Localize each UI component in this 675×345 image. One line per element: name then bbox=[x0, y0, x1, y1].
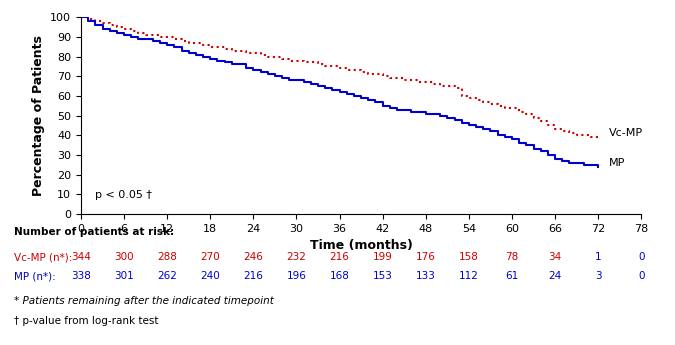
Text: * Patients remaining after the indicated timepoint: * Patients remaining after the indicated… bbox=[14, 296, 273, 306]
Vc-MP bbox=[335, 66, 344, 70]
Text: MP: MP bbox=[609, 158, 625, 168]
Vc-MP bbox=[508, 106, 516, 110]
Text: 0: 0 bbox=[638, 253, 645, 263]
Line: Vc-MP: Vc-MP bbox=[81, 17, 598, 139]
Vc-MP bbox=[249, 51, 257, 55]
Text: 112: 112 bbox=[459, 272, 479, 282]
Text: 133: 133 bbox=[416, 272, 435, 282]
Text: 176: 176 bbox=[416, 253, 435, 263]
MP bbox=[192, 52, 200, 57]
Text: Number of patients at risk:: Number of patients at risk: bbox=[14, 227, 173, 237]
Text: 61: 61 bbox=[506, 272, 518, 282]
Text: 216: 216 bbox=[244, 272, 263, 282]
Text: 246: 246 bbox=[244, 253, 263, 263]
X-axis label: Time (months): Time (months) bbox=[310, 239, 412, 252]
Text: 24: 24 bbox=[548, 272, 562, 282]
MP bbox=[335, 90, 344, 94]
Vc-MP bbox=[544, 123, 552, 127]
MP bbox=[594, 165, 602, 169]
Text: Vc-MP (n*):: Vc-MP (n*): bbox=[14, 253, 72, 263]
Vc-MP bbox=[594, 137, 602, 141]
Y-axis label: Percentage of Patients: Percentage of Patients bbox=[32, 35, 45, 196]
MP bbox=[522, 143, 531, 147]
Text: † p-value from log-rank test: † p-value from log-rank test bbox=[14, 316, 158, 326]
Text: 168: 168 bbox=[329, 272, 350, 282]
Text: 240: 240 bbox=[200, 272, 220, 282]
Vc-MP bbox=[77, 15, 85, 19]
MP bbox=[77, 15, 85, 19]
Text: MP (n*):: MP (n*): bbox=[14, 272, 55, 282]
Text: Vc-MP: Vc-MP bbox=[609, 128, 643, 138]
Text: 216: 216 bbox=[329, 253, 350, 263]
Vc-MP bbox=[522, 111, 531, 116]
MP bbox=[544, 153, 552, 157]
MP bbox=[249, 68, 257, 72]
Text: 232: 232 bbox=[287, 253, 306, 263]
Line: MP: MP bbox=[81, 17, 598, 167]
Text: 300: 300 bbox=[114, 253, 134, 263]
Text: 0: 0 bbox=[638, 272, 645, 282]
Text: 158: 158 bbox=[459, 253, 479, 263]
Text: 78: 78 bbox=[506, 253, 518, 263]
Text: 338: 338 bbox=[71, 272, 91, 282]
Text: 262: 262 bbox=[157, 272, 177, 282]
Text: 1: 1 bbox=[595, 253, 601, 263]
Text: 270: 270 bbox=[200, 253, 220, 263]
MP bbox=[508, 137, 516, 141]
Text: 3: 3 bbox=[595, 272, 601, 282]
Text: 288: 288 bbox=[157, 253, 177, 263]
Text: 301: 301 bbox=[114, 272, 134, 282]
Text: p < 0.05 †: p < 0.05 † bbox=[95, 190, 153, 200]
Text: 196: 196 bbox=[287, 272, 306, 282]
Text: 199: 199 bbox=[373, 253, 393, 263]
Text: 344: 344 bbox=[71, 253, 91, 263]
Text: 153: 153 bbox=[373, 272, 393, 282]
Text: 34: 34 bbox=[548, 253, 562, 263]
Vc-MP bbox=[192, 41, 200, 45]
